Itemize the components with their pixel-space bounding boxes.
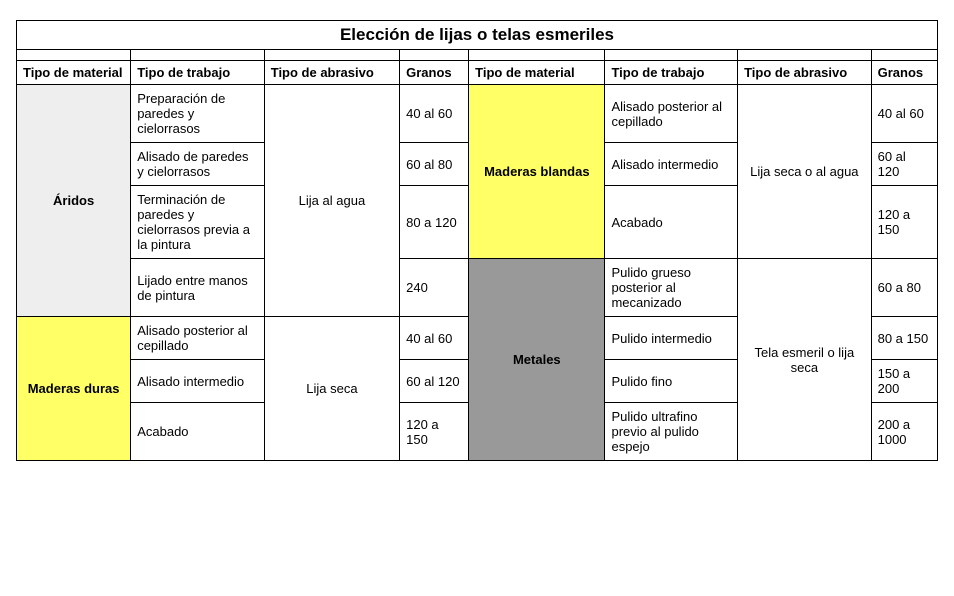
material-metales: Metales: [469, 259, 605, 461]
work-cell: Alisado posterior al cepillado: [605, 85, 738, 143]
work-cell: Alisado posterior al cepillado: [131, 317, 265, 360]
grains-cell: 120 a 150: [400, 403, 469, 461]
header-abrasive-left: Tipo de abrasivo: [264, 61, 399, 85]
header-abrasive-right: Tipo de abrasivo: [738, 61, 872, 85]
title-row: Elección de lijas o telas esmeriles: [17, 21, 938, 50]
header-work-left: Tipo de trabajo: [131, 61, 265, 85]
abrasive-lija-seca-agua: Lija seca o al agua: [738, 85, 872, 259]
grains-cell: 240: [400, 259, 469, 317]
grains-cell: 60 al 80: [400, 143, 469, 186]
grains-cell: 40 al 60: [400, 317, 469, 360]
header-material-right: Tipo de material: [469, 61, 605, 85]
grains-cell: 150 a 200: [871, 360, 937, 403]
grains-cell: 40 al 60: [871, 85, 937, 143]
material-aridos: Áridos: [17, 85, 131, 317]
work-cell: Pulido grueso posterior al mecanizado: [605, 259, 738, 317]
grains-cell: 120 a 150: [871, 186, 937, 259]
work-cell: Acabado: [131, 403, 265, 461]
abrasive-lija-seca: Lija seca: [264, 317, 399, 461]
grains-cell: 80 a 150: [871, 317, 937, 360]
grains-cell: 60 al 120: [400, 360, 469, 403]
header-row: Tipo de material Tipo de trabajo Tipo de…: [17, 61, 938, 85]
header-material-left: Tipo de material: [17, 61, 131, 85]
work-cell: Lijado entre manos de pintura: [131, 259, 265, 317]
material-maderas-duras: Maderas duras: [17, 317, 131, 461]
grains-cell: 60 al 120: [871, 143, 937, 186]
work-cell: Pulido fino: [605, 360, 738, 403]
grains-cell: 80 a 120: [400, 186, 469, 259]
work-cell: Alisado intermedio: [605, 143, 738, 186]
table-row: Áridos Preparación de paredes y cielorra…: [17, 85, 938, 143]
table-row: Lijado entre manos de pintura 240 Metale…: [17, 259, 938, 317]
work-cell: Pulido ultrafino previo al pulido espejo: [605, 403, 738, 461]
spacer-row: [17, 50, 938, 61]
work-cell: Acabado: [605, 186, 738, 259]
header-work-right: Tipo de trabajo: [605, 61, 738, 85]
grains-cell: 40 al 60: [400, 85, 469, 143]
header-grains-left: Granos: [400, 61, 469, 85]
abrasive-lija-agua: Lija al agua: [264, 85, 399, 317]
abrasive-tela-esmeril: Tela esmeril o lija seca: [738, 259, 872, 461]
abrasive-selection-table: Elección de lijas o telas esmeriles Tipo…: [16, 20, 938, 461]
grains-cell: 60 a 80: [871, 259, 937, 317]
table-title: Elección de lijas o telas esmeriles: [17, 21, 938, 50]
material-maderas-blandas: Maderas blandas: [469, 85, 605, 259]
work-cell: Alisado de paredes y cielorrasos: [131, 143, 265, 186]
work-cell: Pulido intermedio: [605, 317, 738, 360]
header-grains-right: Granos: [871, 61, 937, 85]
work-cell: Preparación de paredes y cielorrasos: [131, 85, 265, 143]
grains-cell: 200 a 1000: [871, 403, 937, 461]
work-cell: Alisado intermedio: [131, 360, 265, 403]
work-cell: Terminación de paredes y cielorrasos pre…: [131, 186, 265, 259]
